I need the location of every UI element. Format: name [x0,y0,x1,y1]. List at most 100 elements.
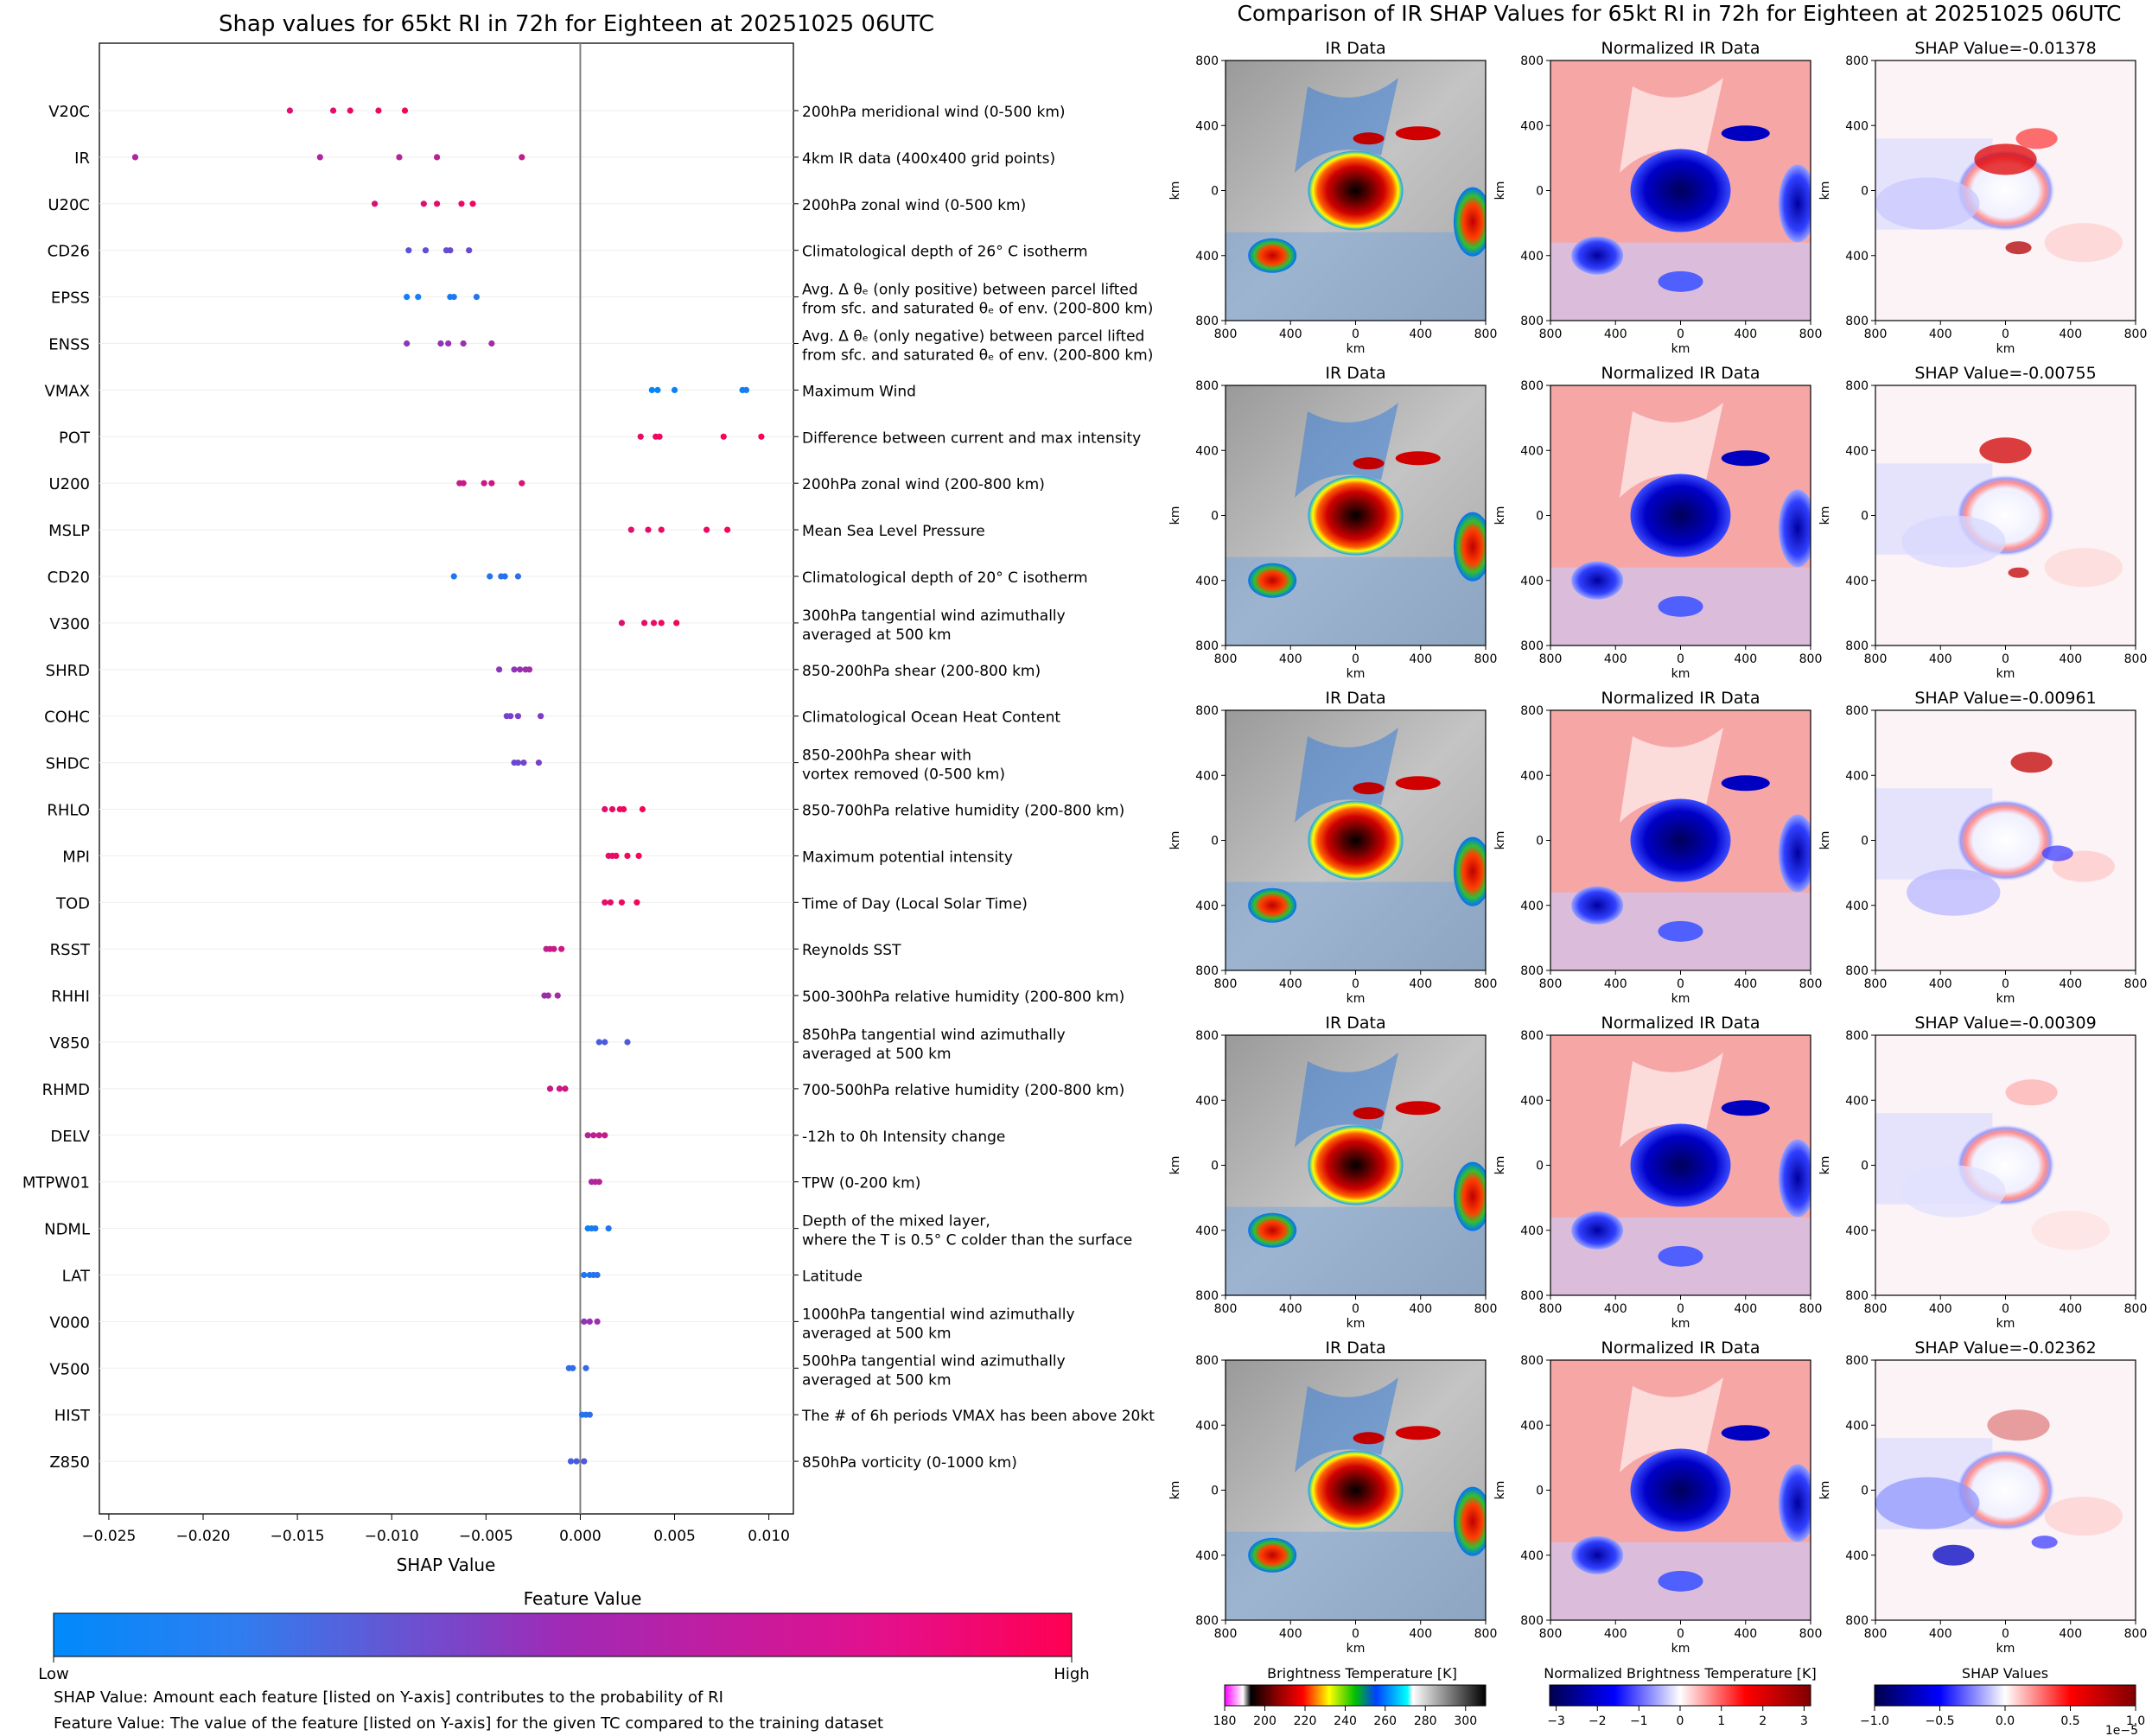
shap-colorbar-offset: 1e−5 [2105,1724,2138,1736]
x-tick-label: 800 [1214,977,1238,991]
shap-point-ir [131,154,139,161]
x-axis-label: km [1347,992,1366,1006]
feature-desc-vmax: Maximum Wind [802,383,916,400]
x-axis-label: km [1996,667,2015,681]
y-tick-label: 800 [1520,639,1544,653]
y-tick-label: 400 [1195,1549,1219,1563]
shap-point-v300 [641,620,648,626]
x-tick-label: 0.000 [559,1528,602,1545]
x-tick-label: 800 [1799,977,1823,991]
x-tick-label: 800 [2124,652,2148,666]
ir-panel-r1-c3: SHAP Value=-0.01378800800400400004004008… [1818,39,2147,356]
colorbar-tick-label: 260 [1373,1714,1397,1728]
y-axis-label: km [1818,1481,1832,1500]
x-tick-label: 400 [1279,1627,1302,1641]
shap-point-cd26 [447,247,454,254]
y-tick-label: 0 [1861,835,1869,849]
shap-point-vmax [648,386,655,393]
shap-point-ir [396,154,403,161]
x-axis-label: km [1996,1642,2015,1656]
y-tick-label: 0 [1211,185,1219,199]
shap-point-enss [437,340,444,347]
feature-label-rsst: RSST [50,941,91,959]
feature-name-labels: V20C IR U20C CD26 EPSS ENSS VMAX POT U200 MSLP CD2… [22,103,799,1472]
shap-point-epss [404,294,411,301]
x-tick-label: 800 [2124,977,2148,991]
x-tick-label: 0.010 [748,1528,790,1545]
shap-point-z850 [581,1458,588,1465]
brightness-temperature-colorbar: Brightness Temperature [K] 180 200 220 240 2… [1213,1665,1487,1728]
shap-point-v850 [624,1039,631,1046]
shap-point-vmax [742,386,750,393]
shap-point-shdc [514,760,522,766]
y-tick-label: 800 [1845,379,1869,393]
shap-point-v500 [583,1364,589,1371]
shap-point-u20c [420,200,427,207]
y-axis-label: km [1493,181,1507,200]
feature-label-v300: V300 [49,615,90,633]
x-tick-label: 800 [1799,652,1823,666]
ir-panel-r3-c3: SHAP Value=-0.00961800800400400004004008… [1818,689,2147,1006]
x-tick-label: 400 [1279,977,1302,991]
y-tick-label: 400 [1195,1419,1219,1433]
shap-point-mslp [645,526,652,533]
shap-point-ir [433,154,441,161]
y-tick-label: 400 [1845,900,1869,913]
x-tick-label: 400 [1409,327,1432,341]
shap-point-z850 [573,1458,580,1465]
shap-point-v000 [586,1318,593,1325]
x-tick-label: −0.005 [459,1528,513,1545]
feature-label-v500: V500 [49,1360,90,1378]
shap-point-cohc [538,713,544,720]
x-tick-label: 0 [1677,652,1684,666]
y-tick-label: 800 [1845,1354,1869,1368]
shap-plot-area [99,42,794,1515]
x-tick-label: 0 [1677,1627,1684,1641]
y-tick-label: 800 [1195,964,1219,978]
feature-desc-v850: averaged at 500 km [802,1046,952,1063]
x-tick-label: 800 [1214,652,1238,666]
x-tick-label: 800 [1474,1302,1498,1316]
shap-point-u20c [433,200,441,207]
x-tick-label: 0 [1352,1302,1359,1316]
y-tick-label: 800 [1195,639,1219,653]
shap-point-mslp [658,526,665,533]
y-tick-label: 400 [1520,250,1544,264]
shap-point-rhlo [639,805,646,813]
shap-point-mslp [627,526,634,533]
shap-point-shdc [535,760,543,766]
y-tick-label: 400 [1845,575,1869,588]
x-tick-label: 0.005 [653,1528,696,1545]
feature-desc-v500: averaged at 500 km [802,1371,952,1389]
x-axis-label: km [1347,1642,1366,1656]
y-tick-label: 0 [1536,510,1544,524]
shap-point-tod [602,899,608,906]
feature-desc-rhhi: 500-300hPa relative humidity (200-800 km… [802,989,1124,1006]
feature-label-cd26: CD26 [48,243,90,261]
shap-point-shdc [520,760,527,766]
x-tick-label: 400 [1734,977,1757,991]
colorbar-tick-label: 300 [1454,1714,1477,1728]
feature-label-mtpw01: MTPW01 [22,1174,90,1192]
x-tick-label: 800 [1864,977,1888,991]
bt-colorbar-title: Brightness Temperature [K] [1267,1665,1457,1682]
x-tick-label: 0 [1677,977,1684,991]
colorbar-tick-label: −1 [1630,1714,1648,1728]
y-axis-label: km [1818,1156,1832,1175]
ir-panel-title: IR Data [1325,1339,1385,1358]
y-axis-label: km [1168,1156,1182,1175]
x-tick-label: 800 [1539,1302,1563,1316]
y-tick-label: 400 [1845,1094,1869,1108]
feature-desc-shdc: 850-200hPa shear with [802,747,971,765]
x-tick-label: 400 [1929,652,1952,666]
y-tick-label: 400 [1520,575,1544,588]
feature-desc-hist: The # of 6h periods VMAX has been above … [801,1408,1155,1425]
x-tick-label: 400 [1604,652,1627,666]
x-tick-label: 400 [2059,977,2082,991]
shap-values-colorbar: SHAP Values −1.0 −0.5 0.0 0.5 1.0 1e−5 [1860,1665,2145,1736]
feature-desc-v850: 850hPa tangential wind azimuthally [802,1027,1066,1044]
x-tick-label: 800 [1539,327,1563,341]
x-tick-label: 400 [2059,1302,2082,1316]
x-tick-label: 800 [1539,977,1563,991]
